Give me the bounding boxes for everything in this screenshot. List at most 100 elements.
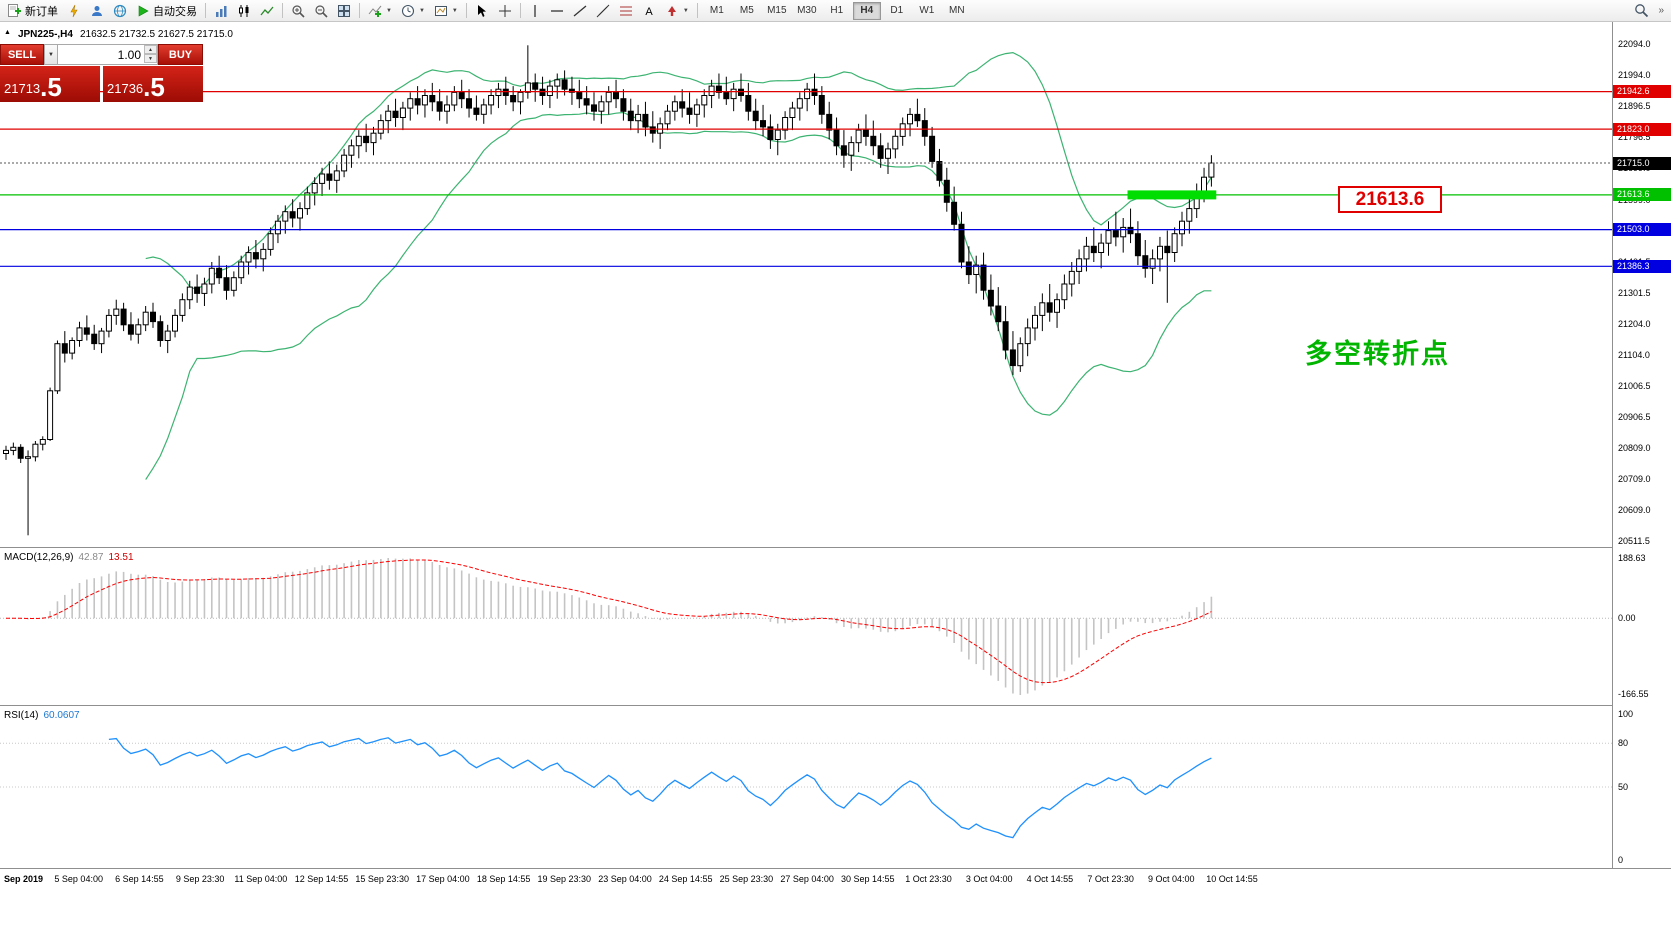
community-button[interactable]	[109, 1, 131, 21]
time-axis-label: 17 Sep 04:00	[416, 874, 470, 884]
line-chart-icon	[260, 6, 274, 15]
time-axis-label: Sep 2019	[4, 874, 44, 884]
support-highlight-bar[interactable]	[1127, 190, 1217, 200]
price-tag-21715.0: 21715.0	[1613, 156, 1671, 170]
timeframe-M5[interactable]: M5	[739, 5, 754, 16]
tile-windows-icon	[338, 4, 350, 17]
channel-tool-button[interactable]	[592, 1, 614, 21]
time-axis-label: 6 Sep 14:55	[115, 874, 164, 884]
zoom-in-icon	[292, 4, 305, 18]
periods-button[interactable]: ▼	[397, 1, 429, 21]
timeframe-MN[interactable]: MN	[949, 5, 965, 16]
rsi-line	[108, 737, 1212, 839]
line-chart-button[interactable]	[256, 1, 278, 21]
globe-icon	[113, 4, 127, 17]
volume-input[interactable]	[58, 44, 158, 65]
channel-icon	[596, 4, 610, 17]
templates-button[interactable]: ▼	[430, 1, 462, 21]
zoom-out-icon	[315, 4, 328, 18]
template-icon	[434, 5, 447, 16]
vertical-line-tool-button[interactable]	[525, 1, 545, 21]
turning-point-annotation[interactable]: 多空转折点	[1305, 339, 1450, 369]
timeframe-W1[interactable]: W1	[919, 5, 935, 16]
horizontal-line-tool-button[interactable]	[546, 1, 568, 21]
macd-canvas[interactable]	[0, 548, 1612, 705]
volume-dropdown-button[interactable]: ▼	[44, 44, 58, 65]
macd-value: 42.87	[78, 552, 104, 563]
fibonacci-tool-button[interactable]	[615, 1, 637, 21]
fibonacci-icon	[619, 6, 632, 15]
chevron-down-icon: ▼	[451, 7, 458, 14]
sell-price-display[interactable]: 21713 .5	[0, 66, 100, 102]
zoom-out-button[interactable]	[310, 1, 332, 21]
panel-separator[interactable]	[0, 705, 1671, 706]
arrows-tool-button[interactable]: ▼	[661, 1, 693, 21]
bar-chart-icon	[216, 5, 227, 17]
trade-panel-collapse-icon[interactable]: ▲	[4, 29, 11, 36]
volume-increment-button[interactable]: ▲	[144, 45, 157, 54]
macd-header: MACD(12,26,9) 42.87 13.51	[4, 552, 134, 563]
new-order-button[interactable]: 新订单	[3, 1, 62, 21]
mql-wizard-button[interactable]	[63, 1, 85, 21]
time-axis-label: 19 Sep 23:30	[537, 874, 592, 884]
volume-decrement-button[interactable]: ▼	[144, 54, 157, 63]
macd-signal-line	[6, 559, 1212, 684]
time-axis[interactable]: Sep 2019 5 Sep 04:00 6 Sep 14:55 9 Sep 23:3…	[0, 868, 1671, 892]
autotrading-button[interactable]: 自动交易	[132, 1, 201, 21]
price-axis-label: 21896.5	[1618, 101, 1651, 111]
toolbar-overflow-button[interactable]: »	[1654, 1, 1668, 21]
candlestick-icon	[239, 4, 249, 17]
timeframe-M1[interactable]: M1	[709, 5, 724, 16]
buy-price-display[interactable]: 21736 .5	[103, 66, 203, 102]
overflow-chevron-icon: »	[1658, 5, 1664, 16]
timeframe-H1[interactable]: H1	[830, 5, 844, 16]
rsi-panel	[0, 706, 1612, 868]
profile-button[interactable]	[86, 1, 108, 21]
rsi-label: RSI(14)	[4, 710, 39, 721]
panel-separator[interactable]	[0, 547, 1671, 548]
search-button[interactable]	[1630, 1, 1653, 21]
price-axis-label: 21006.5	[1618, 380, 1651, 391]
clock-icon	[401, 4, 415, 17]
bollinger-lower-band	[145, 111, 1212, 480]
timeframe-D1[interactable]: D1	[890, 5, 904, 16]
buy-price-fraction: .5	[143, 72, 165, 102]
crosshair-button[interactable]	[494, 1, 516, 21]
time-axis-label: 15 Sep 23:30	[355, 874, 409, 884]
price-axis-label: 20609.0	[1618, 505, 1651, 516]
price-axis[interactable]: 22094.021994.021896.521796.521699.021599…	[1612, 22, 1671, 868]
svg-text:A: A	[645, 6, 653, 18]
tile-windows-button[interactable]	[333, 1, 355, 21]
indicators-button[interactable]: ▼	[364, 1, 396, 21]
toolbar: 新订单 自动交易	[0, 0, 1671, 22]
timeframe-M30[interactable]: M30	[797, 5, 817, 16]
sell-price-main: 21713	[4, 81, 41, 96]
macd-scale-min: -166.55	[1618, 689, 1649, 699]
time-axis-label: 25 Sep 23:30	[719, 874, 774, 884]
timeframe-group: M1 M5 M15 M30 H1 H4 D1 W1 MN	[702, 1, 972, 20]
chevron-down-icon: ▼	[418, 7, 425, 14]
price-tag-21613.6: 21613.6	[1613, 188, 1671, 202]
chevron-down-icon: ▼	[682, 7, 689, 14]
rsi-header: RSI(14) 60.0607	[4, 710, 80, 721]
crosshair-icon	[498, 4, 511, 17]
one-click-trading-widget: SELL ▼ ▲ ▼ BUY 21713 .5 21736 .5	[0, 44, 203, 102]
price-tag-21503.0: 21503.0	[1613, 223, 1671, 237]
timeframe-M15[interactable]: M15	[767, 5, 787, 16]
buy-button[interactable]: BUY	[158, 44, 203, 65]
candlestick-chart-button[interactable]	[233, 1, 255, 21]
main-chart-canvas[interactable]	[0, 22, 1612, 547]
rsi-canvas[interactable]	[0, 706, 1612, 868]
sell-button[interactable]: SELL	[0, 44, 44, 65]
timeframe-H4[interactable]: H4	[852, 1, 881, 20]
toolbar-separator	[465, 3, 467, 18]
zoom-in-button[interactable]	[287, 1, 309, 21]
price-axis-label: 20709.0	[1618, 474, 1651, 484]
price-callout-box[interactable]: 21613.6	[1338, 186, 1442, 213]
text-tool-button[interactable]: A	[638, 1, 660, 21]
rsi-value: 60.0607	[43, 710, 80, 721]
trendline-tool-button[interactable]	[569, 1, 591, 21]
macd-signal-value: 13.51	[108, 552, 134, 563]
bar-chart-button[interactable]	[210, 1, 232, 21]
cursor-button[interactable]	[471, 1, 493, 21]
